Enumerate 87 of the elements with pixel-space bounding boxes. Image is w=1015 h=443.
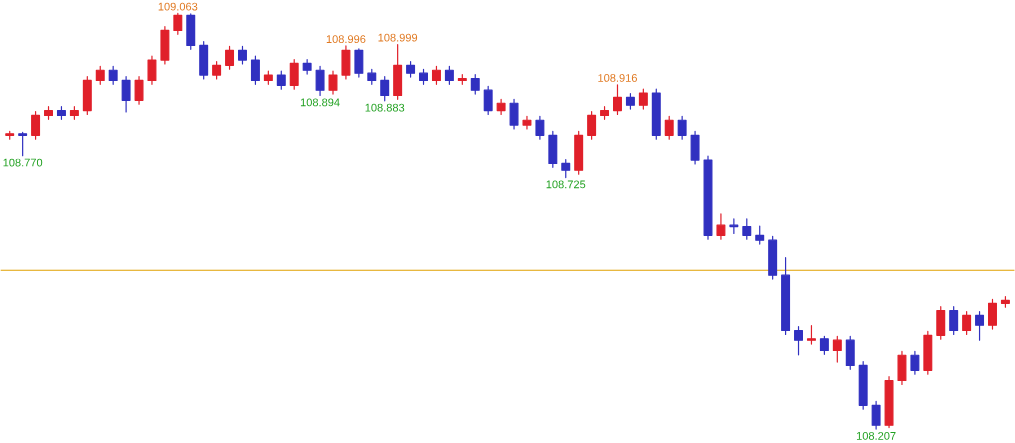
candlestick	[548, 131, 558, 169]
candlestick	[613, 84, 622, 116]
candlestick	[884, 376, 894, 429]
candlestick	[44, 106, 53, 121]
candlestick	[483, 85, 493, 116]
candlestick	[419, 68, 428, 86]
candlestick	[18, 132, 28, 157]
candlestick	[587, 111, 597, 141]
annotation: 108.996	[326, 35, 366, 44]
candlestick	[509, 99, 519, 130]
candlestick	[664, 116, 674, 141]
candlestick	[561, 159, 571, 179]
candlestick	[988, 299, 997, 330]
candlestick	[806, 325, 816, 345]
candlestick	[82, 76, 92, 116]
candlestick	[5, 131, 15, 141]
annotation: 108.883	[365, 104, 405, 112]
candlestick	[199, 41, 209, 80]
candlestick	[212, 61, 222, 80]
candlestick	[781, 257, 791, 336]
candlestick	[651, 88, 661, 141]
candlestick	[186, 13, 196, 51]
candlestick	[1000, 296, 1010, 309]
candlestick	[315, 66, 325, 97]
candlestick	[108, 66, 118, 86]
candlestick	[225, 46, 235, 71]
candlestick	[354, 48, 364, 78]
candlestick	[496, 99, 506, 116]
annotation: 109.063	[158, 2, 198, 11]
candlestick	[69, 106, 79, 121]
candlestick	[367, 68, 377, 86]
candlestick	[703, 155, 713, 241]
candlestick	[600, 106, 610, 121]
candlestick	[962, 311, 972, 336]
candlestick	[134, 76, 144, 106]
candlestick	[173, 13, 183, 36]
candlestick	[393, 44, 403, 101]
candlestick	[56, 106, 66, 121]
candlestick	[742, 218, 752, 241]
candlestick	[819, 335, 829, 356]
candlestick	[147, 55, 157, 86]
candlestick	[845, 335, 855, 371]
candlestick	[121, 76, 131, 113]
candlestick	[380, 76, 390, 102]
annotation: 108.207	[856, 432, 896, 441]
candlestick	[276, 70, 286, 91]
annotation: 108.894	[300, 98, 340, 107]
candlestick	[250, 55, 260, 86]
candlestick	[910, 351, 920, 376]
annotation: 108.916	[598, 74, 637, 83]
candlestick	[160, 26, 170, 65]
candlestick	[949, 306, 959, 336]
candlestick	[522, 116, 532, 130]
annotation: 108.770	[3, 158, 43, 167]
candlestick	[897, 351, 907, 386]
candlestick	[289, 59, 299, 91]
candlestick	[755, 225, 765, 245]
candlestick	[690, 131, 700, 165]
candlestick	[768, 235, 778, 280]
annotation: 108.999	[378, 34, 418, 42]
annotation: 108.725	[546, 180, 586, 189]
candlestick	[444, 66, 454, 86]
candlestick	[263, 70, 273, 86]
candlestick	[638, 88, 648, 110]
candlestick	[716, 213, 726, 241]
candlestick	[794, 326, 803, 356]
candlestick	[470, 74, 480, 95]
candlestick	[457, 74, 467, 86]
candlestick	[328, 70, 338, 95]
candlestick	[975, 311, 985, 342]
candlestick	[729, 218, 739, 235]
candlestick	[858, 361, 868, 411]
candlestick	[431, 66, 441, 86]
candlestick	[535, 116, 545, 141]
candlestick	[871, 401, 881, 430]
candlestick	[238, 46, 247, 65]
candlestick	[95, 66, 105, 86]
candlestick	[677, 116, 687, 141]
candlestick	[406, 61, 416, 78]
candlestick	[936, 306, 946, 341]
candlestick	[302, 59, 312, 75]
candlestick	[574, 131, 584, 175]
candlestick	[625, 93, 635, 110]
candlestick	[832, 335, 842, 363]
candlestick	[341, 45, 351, 80]
candlestick	[31, 111, 41, 141]
candlestick	[923, 331, 933, 376]
